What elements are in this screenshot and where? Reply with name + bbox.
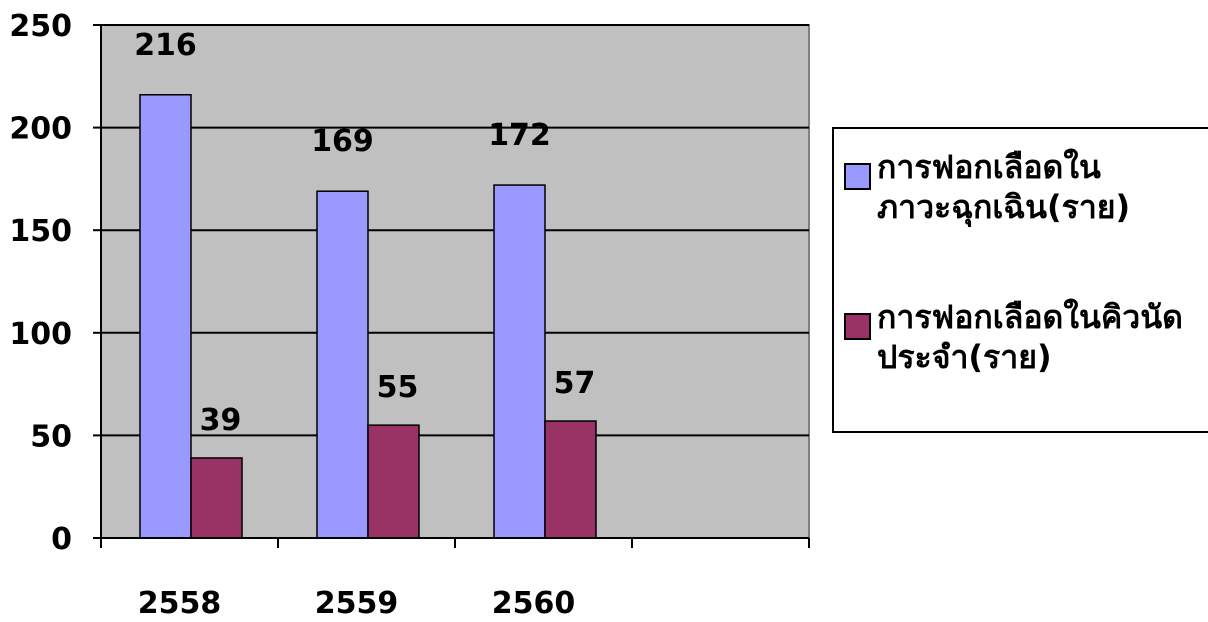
y-tick-label: 50 bbox=[30, 419, 72, 454]
legend-label-emergency: การฟอกเลือดในภาวะฉุกเฉิน(ราย) bbox=[877, 148, 1131, 226]
legend-item-scheduled: การฟอกเลือดในคิวนัดประจำ(ราย) bbox=[844, 297, 1197, 377]
y-tick-label: 150 bbox=[9, 214, 72, 249]
data-label: 169 bbox=[311, 124, 374, 159]
bar-scheduled-2559 bbox=[367, 424, 420, 539]
bar-emergency-2560 bbox=[493, 184, 546, 539]
labels: 0 50 100 150 200 250 216 39 2558 169 55 2559 172 57 25… bbox=[9, 9, 595, 621]
y-tick-label: 0 bbox=[51, 522, 72, 557]
bars bbox=[139, 94, 597, 539]
y-tick-label: 200 bbox=[9, 112, 72, 147]
data-label: 216 bbox=[134, 28, 197, 63]
y-tick-label: 100 bbox=[9, 317, 72, 352]
data-label: 55 bbox=[377, 370, 419, 405]
legend: การฟอกเลือดในภาวะฉุกเฉิน(ราย) การฟอกเลือ… bbox=[832, 127, 1208, 433]
y-tick-label: 250 bbox=[9, 9, 72, 44]
legend-label-scheduled: การฟอกเลือดในคิวนัดประจำ(ราย) bbox=[877, 298, 1183, 376]
bar-scheduled-2560 bbox=[544, 420, 597, 539]
plot-area bbox=[100, 24, 810, 539]
legend-swatch-emergency bbox=[844, 163, 871, 190]
bar-emergency-2559 bbox=[316, 190, 369, 539]
data-label: 57 bbox=[554, 366, 596, 401]
x-category-label: 2558 bbox=[138, 586, 222, 621]
axes bbox=[93, 24, 810, 548]
bar-emergency-2558 bbox=[139, 94, 192, 539]
data-label: 172 bbox=[488, 118, 551, 153]
legend-item-emergency: การฟอกเลือดในภาวะฉุกเฉิน(ราย) bbox=[844, 147, 1197, 227]
bar-scheduled-2558 bbox=[190, 457, 243, 539]
gridlines bbox=[101, 24, 809, 437]
x-category-label: 2560 bbox=[492, 586, 576, 621]
x-category-label: 2559 bbox=[315, 586, 399, 621]
data-label: 39 bbox=[200, 403, 242, 438]
legend-swatch-scheduled bbox=[844, 313, 871, 340]
